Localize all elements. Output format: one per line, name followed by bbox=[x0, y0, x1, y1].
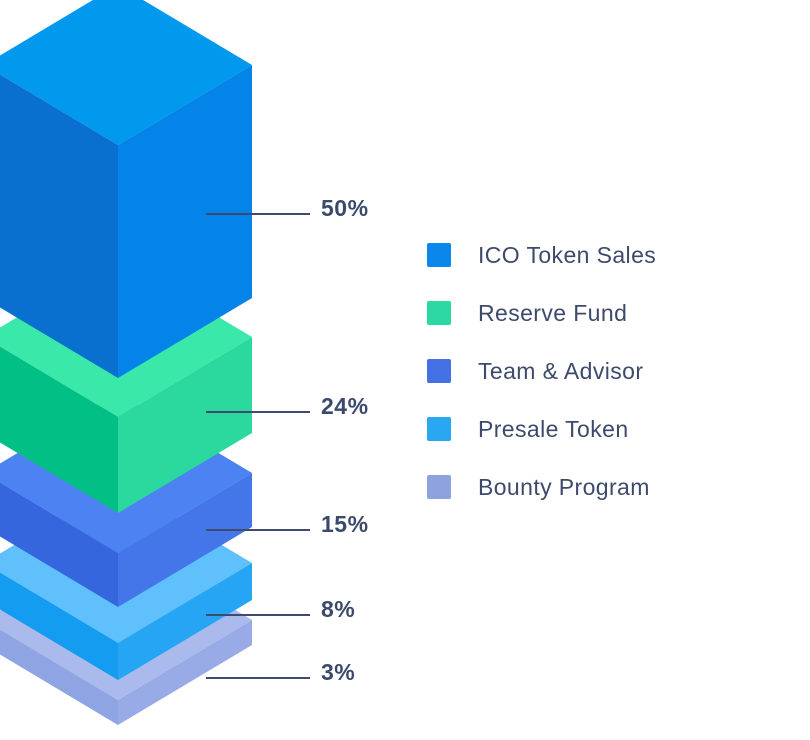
legend-label-team-advisor: Team & Advisor bbox=[478, 357, 644, 384]
legend-label-presale-token: Presale Token bbox=[478, 415, 629, 442]
block-bounty-program-left-face bbox=[0, 629, 118, 725]
value-label-presale-token: 8% bbox=[321, 596, 356, 622]
legend-label-reserve-fund: Reserve Fund bbox=[478, 299, 628, 326]
block-bounty-program-right-face bbox=[118, 620, 252, 725]
block-presale-token-left-face bbox=[0, 572, 118, 680]
legend-item-bounty-program: Bounty Program bbox=[427, 473, 656, 500]
block-team-advisor-right-face bbox=[118, 473, 252, 607]
block-reserve-fund-left-face bbox=[0, 346, 118, 513]
legend-swatch-reserve-fund bbox=[427, 301, 451, 325]
legend-item-presale-token: Presale Token bbox=[427, 415, 656, 442]
block-ico-token-sales-left-face bbox=[0, 74, 118, 378]
legend-label-ico-token-sales: ICO Token Sales bbox=[478, 241, 657, 268]
block-reserve-fund-right-face bbox=[118, 337, 252, 513]
value-label-bounty-program: 3% bbox=[321, 659, 356, 685]
legend: ICO Token Sales Reserve Fund Team & Advi… bbox=[427, 241, 657, 533]
block-team-advisor-left-face bbox=[0, 482, 118, 607]
legend-label-bounty-program: Bounty Program bbox=[478, 473, 650, 500]
legend-item-ico-token-sales: ICO Token Sales bbox=[427, 241, 657, 268]
value-label-reserve-fund: 24% bbox=[321, 393, 369, 419]
legend-swatch-team-advisor bbox=[427, 359, 451, 383]
legend-item-team-advisor: Team & Advisor bbox=[427, 357, 656, 384]
block-ico-token-sales-top-face bbox=[0, 0, 252, 145]
block-ico-token-sales-right-face bbox=[118, 65, 252, 378]
legend-swatch-ico-token-sales bbox=[427, 243, 451, 267]
legend-swatch-presale-token bbox=[427, 417, 451, 441]
legend-swatch-bounty-program bbox=[427, 475, 451, 499]
value-label-team-advisor: 15% bbox=[321, 511, 369, 537]
legend-item-reserve-fund: Reserve Fund bbox=[427, 299, 656, 326]
value-label-ico-token-sales: 50% bbox=[321, 195, 369, 221]
block-presale-token-right-face bbox=[118, 563, 252, 680]
